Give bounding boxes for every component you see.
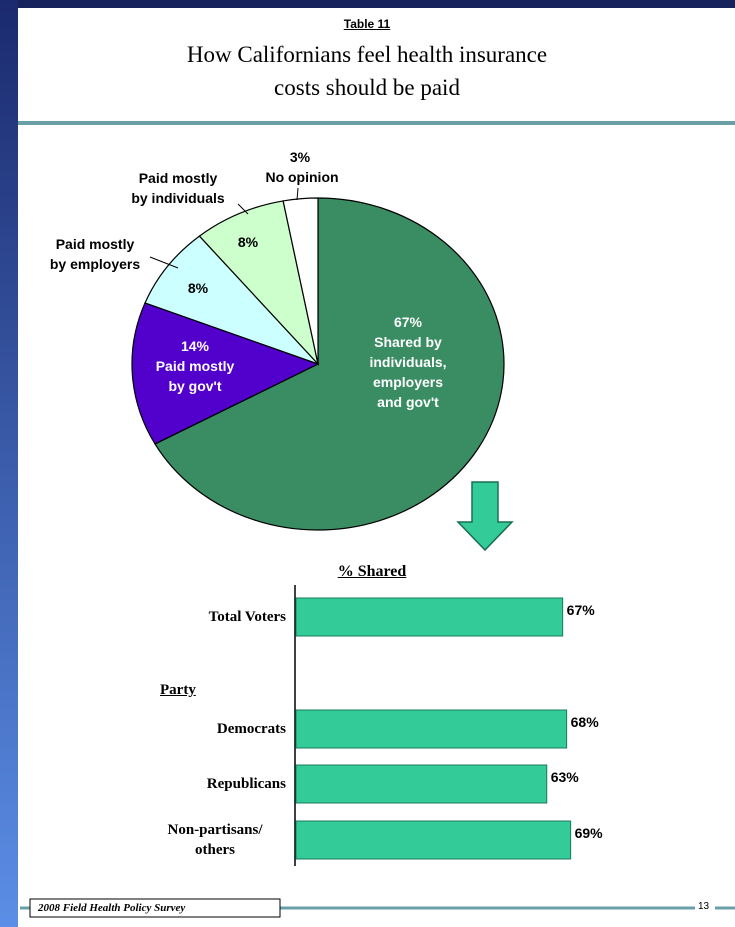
- bar: [295, 597, 564, 637]
- pie-slice: [144, 235, 319, 365]
- side-band: [0, 0, 18, 927]
- footer-box: [29, 898, 281, 918]
- arrow: [456, 481, 514, 552]
- slice-label: No opinion: [265, 169, 339, 185]
- title-rule: [18, 121, 735, 125]
- value-label: 14%: [180, 338, 210, 354]
- group-label: Party: [160, 682, 196, 698]
- pie-slice: [198, 200, 320, 367]
- table-label: Table 11: [343, 17, 391, 31]
- category-label: Total Voters: [208, 609, 286, 625]
- leader-line: [296, 187, 299, 201]
- leader-line: [149, 256, 179, 269]
- value-label: 8%: [187, 280, 209, 296]
- value-label: 8%: [237, 234, 259, 250]
- page-title: How Californians feel health insurance c…: [186, 42, 548, 100]
- value-label: 67%: [393, 314, 423, 330]
- bar: [295, 764, 548, 804]
- pie-slice: [154, 197, 505, 531]
- value-label: 3%: [289, 149, 311, 165]
- category-label: Republicans: [206, 776, 286, 792]
- leader-line: [237, 203, 249, 215]
- slice-label: Paid mostly by gov't: [155, 358, 235, 394]
- slice-label: Shared by individuals, employers and gov…: [369, 334, 447, 410]
- top-band: [0, 0, 735, 8]
- bar: [295, 820, 572, 860]
- value-label: 67%: [566, 602, 595, 618]
- pie-slice: [282, 197, 319, 365]
- slice-label: Paid mostly by individuals: [131, 170, 225, 206]
- page-number: 13: [698, 901, 710, 912]
- slice-label: Paid mostly by employers: [49, 236, 141, 272]
- value-label: 69%: [574, 825, 603, 841]
- footer-source: 2008 Field Health Policy Survey: [38, 902, 186, 914]
- value-label: 63%: [550, 769, 579, 785]
- pie-slice: [131, 302, 320, 445]
- bar: [295, 709, 568, 749]
- value-label: 68%: [570, 714, 599, 730]
- category-label: Non-partisans/ others: [167, 822, 263, 858]
- bar-chart-title: % Shared: [337, 563, 407, 580]
- category-label: Democrats: [216, 721, 286, 737]
